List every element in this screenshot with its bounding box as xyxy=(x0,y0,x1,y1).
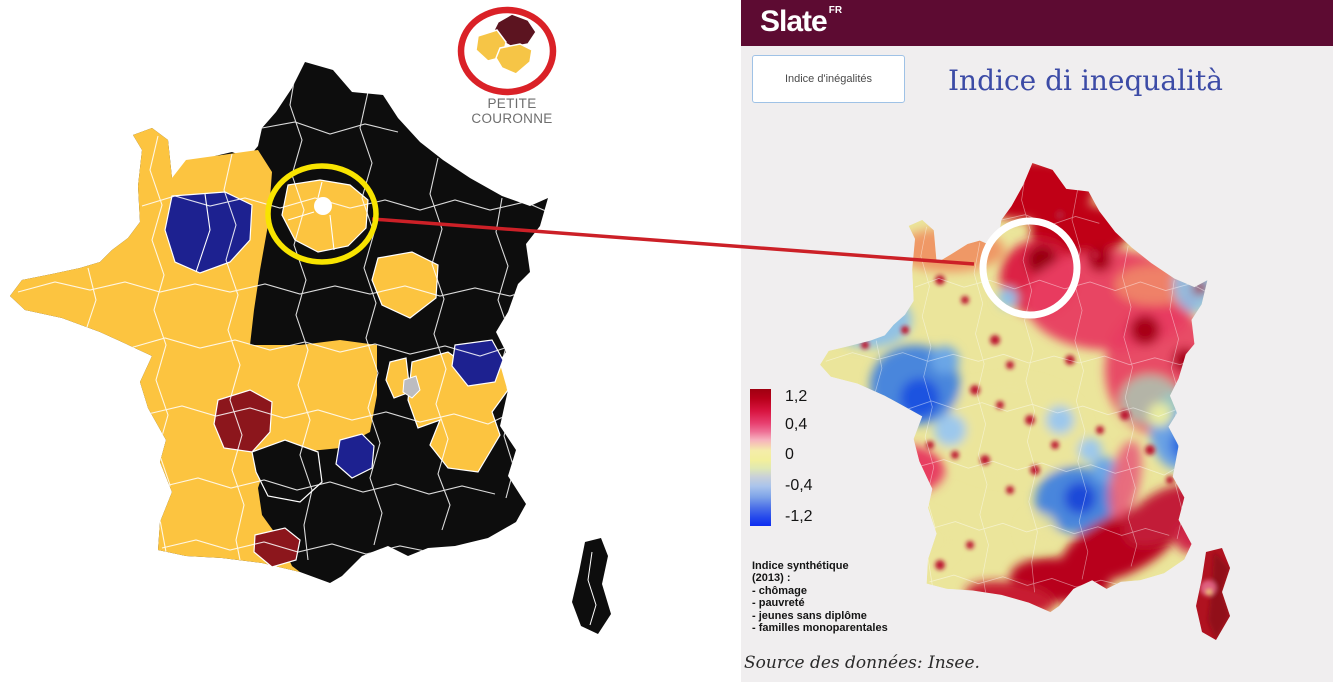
note-line: (2013) : xyxy=(752,572,791,585)
inset-label: PETITE COURONNE xyxy=(471,96,553,126)
legend-tick-3: 0 xyxy=(785,446,794,463)
legend-tick-1: 1,2 xyxy=(785,388,808,405)
white-highlight-circle xyxy=(979,217,1081,319)
connector-line xyxy=(371,217,975,266)
corsica-right xyxy=(1196,548,1230,640)
left-france-map xyxy=(10,62,611,634)
slate-logo-text: Slate xyxy=(760,5,828,38)
slate-logo-fr: FR xyxy=(828,5,843,16)
note-line: Indice synthétique xyxy=(752,560,849,572)
note-line: - familles monoparentales xyxy=(752,622,888,635)
note-line: - pauvreté xyxy=(752,597,805,610)
note-line: - jeunes sans diplôme xyxy=(752,609,867,622)
map-title: Indice di inequalità xyxy=(948,64,1223,97)
slate-header: Slate FR xyxy=(741,0,1333,46)
corsica-left xyxy=(572,538,611,634)
paris-white-center xyxy=(314,197,332,215)
legend-colorbar xyxy=(750,389,771,526)
note-line: - chômage xyxy=(752,584,808,597)
legend-tick-2: 0,4 xyxy=(785,416,808,433)
slate-logo[interactable]: Slate FR xyxy=(760,5,842,39)
data-source: Source des données: Insee. xyxy=(744,653,980,673)
yellow-highlight-ellipse xyxy=(265,163,379,265)
index-definition: Indice synthétique (2013) : - chômage - … xyxy=(752,560,888,634)
inset-ring xyxy=(457,6,557,96)
legend-tick-5: -1,2 xyxy=(785,508,813,525)
petite-couronne-inset xyxy=(457,6,557,96)
legend-tick-4: -0,4 xyxy=(785,477,813,494)
inequality-index-button[interactable]: Indice d'inégalités xyxy=(752,55,905,103)
